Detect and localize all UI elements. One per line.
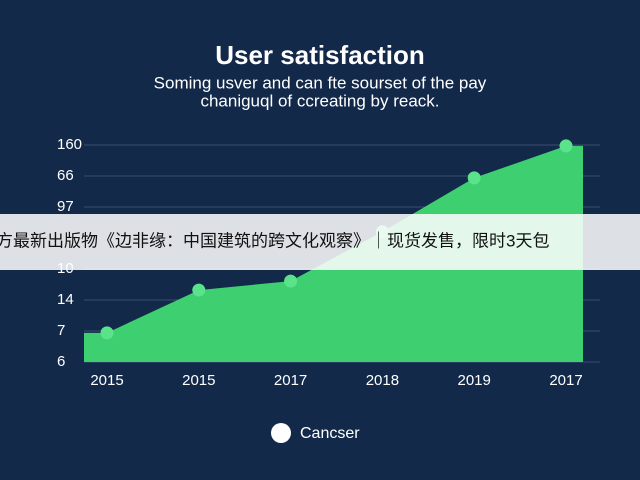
x-tick-label: 2017 xyxy=(274,372,307,389)
data-point xyxy=(467,171,481,185)
x-tick-label: 2015 xyxy=(182,372,215,389)
x-tick-label: 2019 xyxy=(458,372,491,389)
y-tick-label: 14 xyxy=(57,291,74,308)
y-tick-label: 7 xyxy=(57,322,65,339)
y-tick-label: 6 xyxy=(57,353,65,370)
x-tick-label: 2018 xyxy=(366,372,399,389)
y-tick-label: 97 xyxy=(57,198,74,215)
plot: 6714109766160201520152017201820192017 xyxy=(57,136,600,389)
chart-title: User satisfaction xyxy=(215,40,425,70)
x-tick-label: 2015 xyxy=(90,372,123,389)
area xyxy=(84,145,583,362)
banner xyxy=(0,214,640,270)
data-point xyxy=(100,326,114,340)
y-tick-label: 66 xyxy=(57,167,74,184)
data-point xyxy=(559,139,573,153)
legend-label: Cancser xyxy=(300,425,360,442)
banner-text: 方最新出版物《边非缘：中国建筑的跨文化观察》｜现货发售，限时3天包 xyxy=(0,231,549,250)
data-point xyxy=(284,274,298,288)
legend-swatch xyxy=(271,423,291,443)
y-tick-label: 160 xyxy=(57,136,82,153)
x-tick-label: 2017 xyxy=(549,372,582,389)
chart-subtitle: Soming usver and can fte sourset of the … xyxy=(154,73,487,92)
chart-subtitle: chaniguql of ccreating by reack. xyxy=(200,91,439,110)
data-point xyxy=(192,283,206,297)
